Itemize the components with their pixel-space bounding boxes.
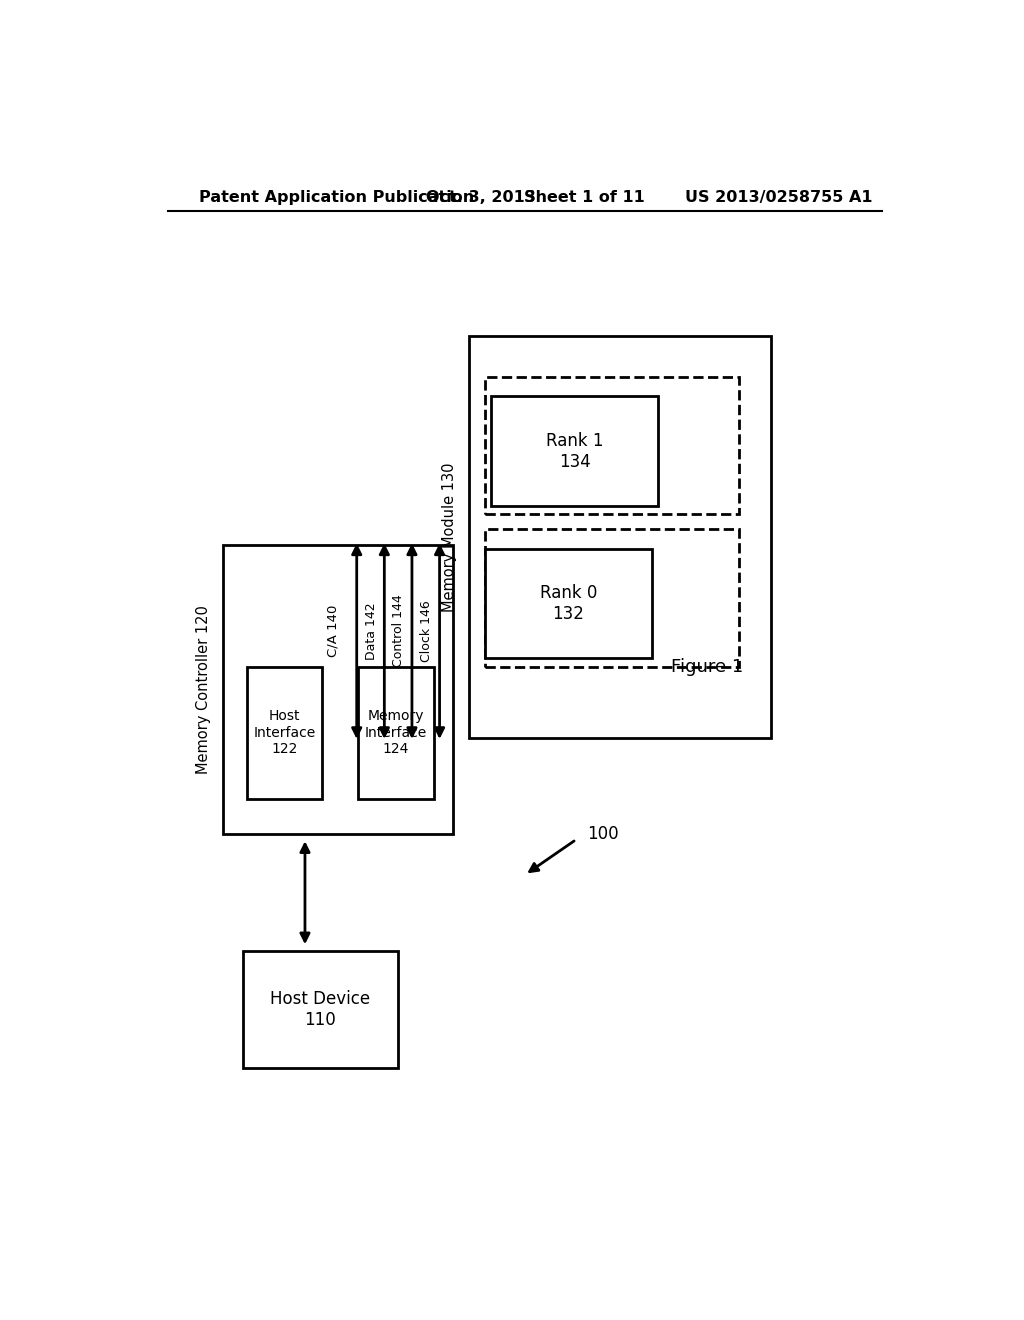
Text: Sheet 1 of 11: Sheet 1 of 11	[524, 190, 645, 205]
Text: Patent Application Publication: Patent Application Publication	[200, 190, 475, 205]
Text: Memory Module 130: Memory Module 130	[442, 462, 457, 611]
Text: Host Device
110: Host Device 110	[270, 990, 371, 1030]
Bar	[485, 549, 652, 659]
Text: Host
Interface
122: Host Interface 122	[254, 709, 315, 756]
Text: Data 142: Data 142	[365, 602, 378, 660]
Bar	[492, 396, 658, 506]
Text: Rank 0
132: Rank 0 132	[540, 585, 597, 623]
Bar	[247, 667, 323, 799]
Bar	[243, 952, 397, 1068]
Text: Clock 146: Clock 146	[420, 601, 433, 661]
Text: 100: 100	[587, 825, 618, 843]
Bar	[223, 545, 454, 834]
Bar	[469, 337, 771, 738]
Text: Oct. 3, 2013: Oct. 3, 2013	[426, 190, 537, 205]
Text: Figure 1: Figure 1	[671, 657, 743, 676]
Text: Rank 1
134: Rank 1 134	[546, 432, 603, 470]
Bar	[485, 529, 739, 667]
Bar	[358, 667, 433, 799]
Text: Memory Controller 120: Memory Controller 120	[196, 605, 211, 774]
Text: Control 144: Control 144	[392, 594, 406, 668]
Text: US 2013/0258755 A1: US 2013/0258755 A1	[685, 190, 872, 205]
Text: Memory
Interface
124: Memory Interface 124	[365, 709, 427, 756]
Text: C/A 140: C/A 140	[327, 605, 339, 657]
Bar	[485, 378, 739, 515]
